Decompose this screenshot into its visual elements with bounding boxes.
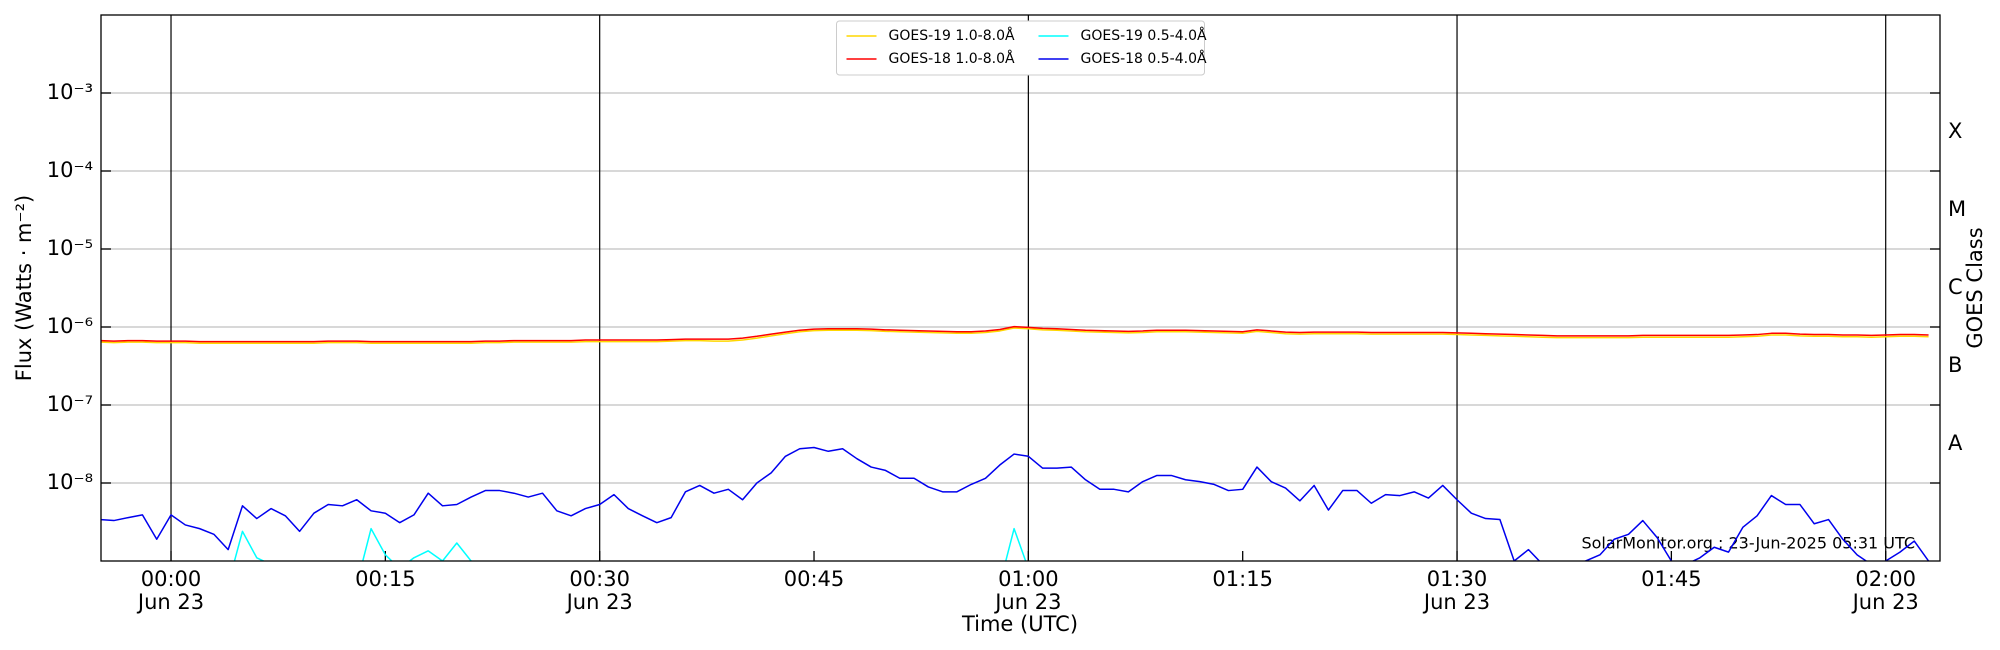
series-line <box>101 327 1929 344</box>
series-line <box>233 527 1027 561</box>
y-tick-label: 10⁻⁶ <box>47 314 93 338</box>
legend-label: GOES-19 0.5-4.0Å <box>1081 27 1207 44</box>
x-tick-label: 00:30 <box>569 567 630 591</box>
y-tick-label: 10⁻⁴ <box>47 158 93 182</box>
class-label: B <box>1948 353 1962 377</box>
y-tick-label: 10⁻⁷ <box>47 392 93 416</box>
legend-label: GOES-18 1.0-8.0Å <box>889 50 1015 67</box>
y-tick-label: 10⁻⁸ <box>47 470 93 494</box>
x-tick-label: 00:00 <box>141 567 202 591</box>
x-tick-label: 02:00 <box>1855 567 1916 591</box>
class-label: X <box>1948 119 1962 143</box>
y-axis-label: Flux (Watts · m⁻²) <box>12 195 36 381</box>
y-tick-label: 10⁻³ <box>47 80 93 104</box>
x-tick-label: 01:15 <box>1212 567 1273 591</box>
series-line <box>101 325 1929 343</box>
x-tick-label: 01:00 <box>998 567 1059 591</box>
class-label: C <box>1948 275 1963 299</box>
x-tick-label: 01:30 <box>1427 567 1488 591</box>
x-tick-label: 01:45 <box>1641 567 1702 591</box>
x-tick-date: Jun 23 <box>1422 590 1490 614</box>
y2-axis-label: GOES Class <box>1963 227 1987 348</box>
class-label: A <box>1948 431 1963 455</box>
y-tick-label: 10⁻⁵ <box>47 236 93 260</box>
x-tick-date: Jun 23 <box>1851 590 1919 614</box>
series-line <box>101 446 1930 561</box>
plot-area <box>101 15 1940 561</box>
series-group <box>101 325 1930 561</box>
legend-box <box>836 20 1205 76</box>
x-axis-label: Time (UTC) <box>961 612 1078 636</box>
class-label: M <box>1948 197 1966 221</box>
legend-label: GOES-18 0.5-4.0Å <box>1081 50 1207 67</box>
footnote: SolarMonitor.org : 23-Jun-2025 05:31 UTC <box>1581 534 1915 553</box>
x-tick-date: Jun 23 <box>136 590 204 614</box>
plot-frame <box>100 14 1941 562</box>
legend-label: GOES-19 1.0-8.0Å <box>889 27 1015 44</box>
x-tick-date: Jun 23 <box>993 590 1061 614</box>
x-tick-label: 00:15 <box>355 567 416 591</box>
x-tick-date: Jun 23 <box>565 590 633 614</box>
x-tick-label: 00:45 <box>784 567 845 591</box>
